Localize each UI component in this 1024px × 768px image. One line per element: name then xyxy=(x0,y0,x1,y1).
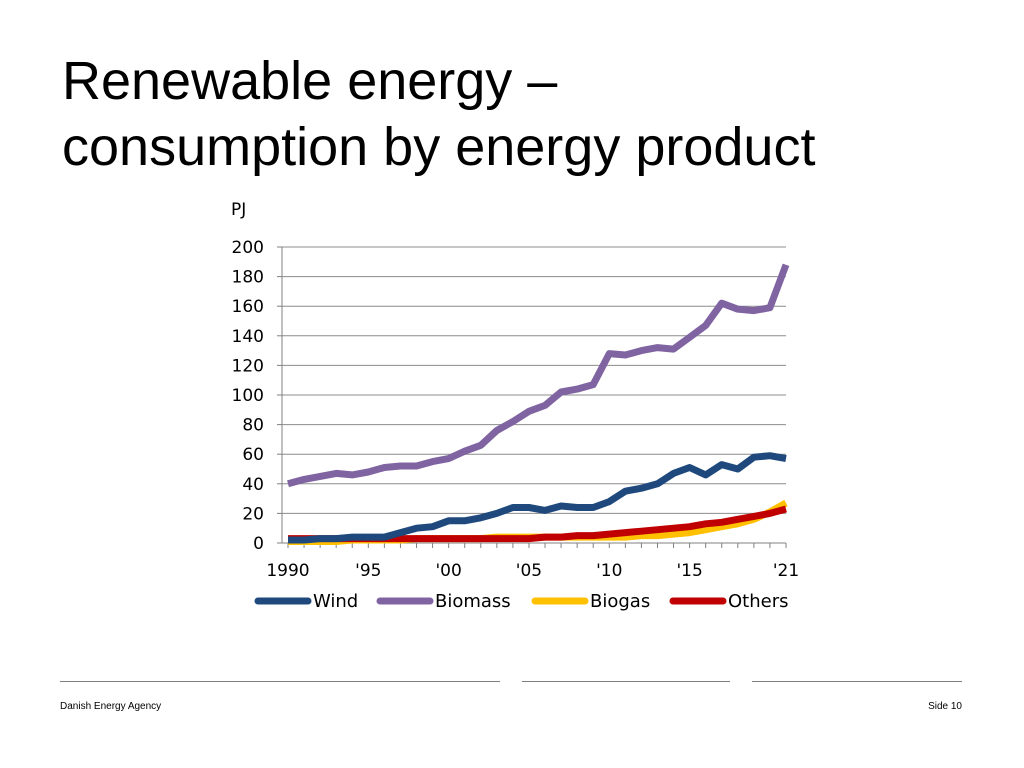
y-tick-label-200: 200 xyxy=(232,238,264,258)
y-tick-label-160: 160 xyxy=(232,297,264,317)
gridlines xyxy=(282,246,786,544)
x-tick-label-2000: '00 xyxy=(435,561,461,581)
title-line-2: consumption by energy product xyxy=(62,117,816,177)
series-line-biomass xyxy=(287,263,790,488)
slide-title: Renewable energy – consumption by energy… xyxy=(62,48,1002,180)
footer-divider-right xyxy=(752,681,962,682)
legend: Wind Biomass Biogas Others xyxy=(254,591,789,612)
y-tick-label-60: 60 xyxy=(242,445,264,465)
x-tick-label-2021: '21 xyxy=(773,561,799,581)
y-tick-label-140: 140 xyxy=(232,327,264,347)
y-tick-label-80: 80 xyxy=(242,416,264,436)
line-chart: 0 20 40 60 80 100 120 140 160 180 200 PJ 1990 '95 '00 '… xyxy=(231,200,799,612)
y-tick-label-100: 100 xyxy=(232,386,264,406)
x-tick-label-2005: '05 xyxy=(516,561,542,581)
axis-labels: 0 20 40 60 80 100 120 140 160 180 200 PJ 1990 '95 '00 '… xyxy=(231,200,799,581)
y-tick-label-0: 0 xyxy=(253,534,264,554)
x-tick-label-1990: 1990 xyxy=(266,561,309,581)
x-tick-label-1995: '95 xyxy=(355,561,381,581)
footer-organization: Danish Energy Agency xyxy=(60,701,162,712)
x-tick-label-2010: '10 xyxy=(596,561,622,581)
title-line-1: Renewable energy – xyxy=(62,51,558,111)
legend-label-wind: Wind xyxy=(313,591,358,612)
y-tick-label-40: 40 xyxy=(242,475,264,495)
series-line-wind xyxy=(288,452,787,544)
footer-divider-left xyxy=(60,681,500,682)
axes xyxy=(277,246,787,548)
footer-divider-middle xyxy=(522,681,730,682)
y-axis-unit-label: PJ xyxy=(231,200,246,220)
x-tick-label-2015: '15 xyxy=(676,561,702,581)
legend-label-biomass: Biomass xyxy=(435,591,511,612)
y-tick-label-120: 120 xyxy=(232,356,264,376)
y-tick-label-180: 180 xyxy=(232,268,264,288)
y-tick-label-20: 20 xyxy=(242,504,264,524)
legend-label-biogas: Biogas xyxy=(590,591,650,612)
footer-page-number: Side 10 xyxy=(928,701,962,712)
series-lines xyxy=(287,263,790,545)
legend-label-others: Others xyxy=(728,591,789,612)
